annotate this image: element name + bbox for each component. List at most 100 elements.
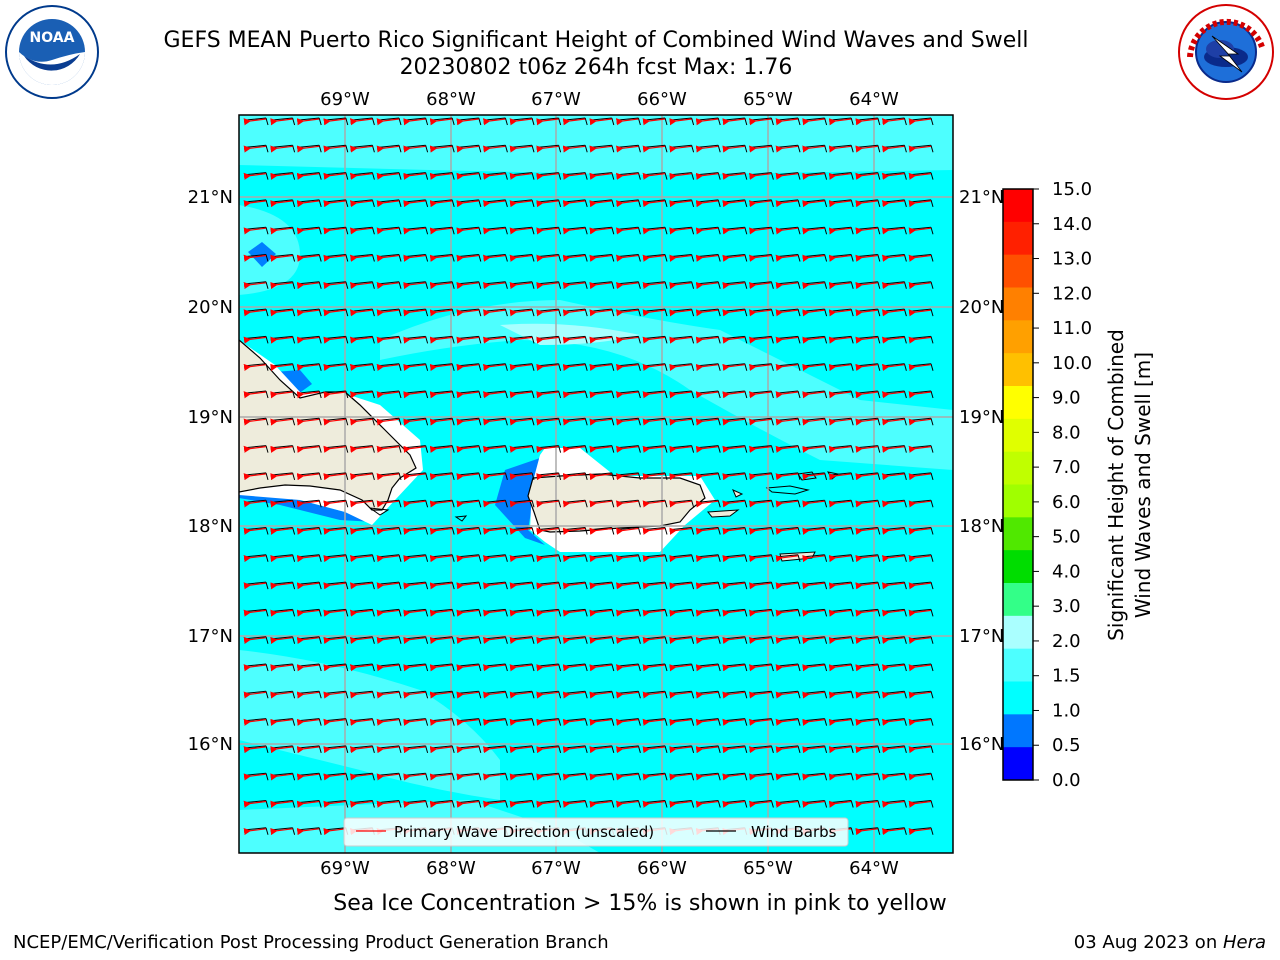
wave-direction-arrow	[323, 554, 346, 563]
wave-direction-arrow	[243, 418, 267, 426]
wave-direction-arrow	[802, 363, 825, 372]
wave-direction-arrow	[562, 500, 586, 508]
wave-direction-arrow	[828, 609, 852, 617]
wave-direction-arrow	[536, 363, 559, 372]
lon-label-bottom: 66°W	[637, 858, 687, 879]
wave-direction-arrow	[509, 500, 533, 508]
wave-direction-arrow	[562, 527, 586, 535]
wave-direction-arrow	[881, 554, 905, 563]
wave-direction-arrow	[855, 718, 878, 726]
wave-direction-arrow	[669, 691, 692, 699]
wave-direction-arrow	[695, 664, 719, 672]
wave-direction-arrow	[296, 418, 320, 426]
wave-direction-arrow	[615, 145, 639, 153]
wave-direction-arrow	[270, 309, 293, 317]
wave-direction-arrow	[243, 336, 267, 344]
wave-direction-arrow	[456, 636, 479, 645]
wave-direction-arrow	[536, 773, 559, 781]
colorbar-tick-label: 14.0	[1052, 214, 1092, 235]
lon-label-top: 67°W	[531, 89, 581, 110]
wave-direction-arrow	[270, 336, 293, 344]
wave-direction-arrow	[536, 691, 559, 699]
wave-direction-arrow	[855, 500, 878, 508]
wave-direction-arrow	[748, 691, 772, 699]
wave-direction-arrow	[456, 554, 479, 563]
wave-direction-arrow	[589, 554, 612, 563]
wave-direction-arrow	[509, 227, 533, 235]
wave-direction-arrow	[881, 363, 905, 372]
map-area[interactable]	[239, 115, 953, 853]
wave-direction-arrow	[403, 172, 426, 180]
wave-direction-arrow	[828, 746, 852, 754]
wave-direction-arrow	[775, 172, 799, 180]
wave-direction-arrow	[323, 254, 346, 262]
wave-direction-arrow	[323, 200, 346, 208]
wave-direction-arrow	[615, 554, 639, 563]
footer-date: 03 Aug 2023 on Hera	[1074, 932, 1266, 953]
wave-direction-arrow	[270, 718, 293, 726]
wave-direction-arrow	[642, 664, 666, 672]
wave-direction-arrow	[243, 445, 267, 453]
wave-direction-arrow	[536, 527, 559, 535]
lon-label-top: 64°W	[849, 89, 899, 110]
wave-direction-arrow	[615, 281, 639, 290]
wave-direction-arrow	[855, 636, 878, 645]
wave-direction-arrow	[615, 609, 639, 617]
wave-direction-arrow	[855, 527, 878, 535]
wave-direction-arrow	[828, 172, 852, 180]
footer-host: Hera	[1222, 932, 1266, 953]
wave-direction-arrow	[270, 200, 293, 208]
wave-direction-arrow	[429, 691, 453, 699]
wave-direction-arrow	[615, 336, 639, 344]
wave-direction-arrow	[828, 445, 852, 453]
wave-direction-arrow	[855, 145, 878, 153]
wave-direction-arrow	[908, 227, 932, 235]
wave-direction-arrow	[509, 118, 533, 126]
wave-direction-arrow	[908, 718, 932, 726]
wave-direction-arrow	[429, 227, 453, 235]
wave-direction-arrow	[855, 281, 878, 290]
wave-direction-arrow	[243, 554, 267, 563]
wave-direction-arrow	[748, 254, 772, 262]
wave-direction-arrow	[775, 418, 799, 426]
wave-direction-arrow	[669, 473, 692, 481]
wave-direction-arrow	[881, 145, 905, 153]
wave-direction-arrow	[642, 363, 666, 372]
colorbar-swatch	[1003, 386, 1033, 420]
lat-label-left: 19°N	[188, 407, 233, 428]
map-legend: Primary Wave Direction (unscaled) Wind B…	[343, 817, 849, 847]
wave-direction-arrow	[562, 664, 586, 672]
wave-direction-arrow	[855, 609, 878, 617]
wave-direction-arrow	[669, 145, 692, 153]
wave-direction-arrow	[536, 636, 559, 645]
wave-direction-arrow	[456, 363, 479, 372]
wave-direction-arrow	[828, 118, 852, 126]
wave-direction-arrow	[722, 336, 745, 344]
wave-direction-arrow	[722, 527, 745, 535]
wave-direction-arrow	[482, 281, 506, 290]
wave-direction-arrow	[828, 773, 852, 781]
wave-direction-arrow	[482, 336, 506, 344]
wave-direction-arrow	[589, 309, 612, 317]
land-mona	[454, 515, 468, 522]
wave-direction-arrow	[802, 118, 825, 126]
lon-label-top: 69°W	[320, 89, 370, 110]
wave-direction-arrow	[376, 582, 400, 590]
wave-direction-arrow	[695, 582, 719, 590]
wave-direction-arrow	[270, 800, 293, 808]
wave-direction-arrow	[376, 254, 400, 262]
wave-direction-arrow	[589, 636, 612, 645]
wave-direction-arrow	[881, 773, 905, 781]
wave-direction-arrow	[323, 718, 346, 726]
colorbar-swatch	[1003, 747, 1033, 781]
wave-direction-arrow	[881, 718, 905, 726]
wave-direction-arrow	[855, 664, 878, 672]
wave-direction-arrow	[429, 746, 453, 754]
wave-direction-arrow	[536, 746, 559, 754]
wave-direction-arrow	[536, 145, 559, 153]
wave-direction-arrow	[642, 418, 666, 426]
wave-direction-arrow	[270, 527, 293, 535]
wave-direction-arrow	[669, 200, 692, 208]
wave-direction-arrow	[562, 718, 586, 726]
